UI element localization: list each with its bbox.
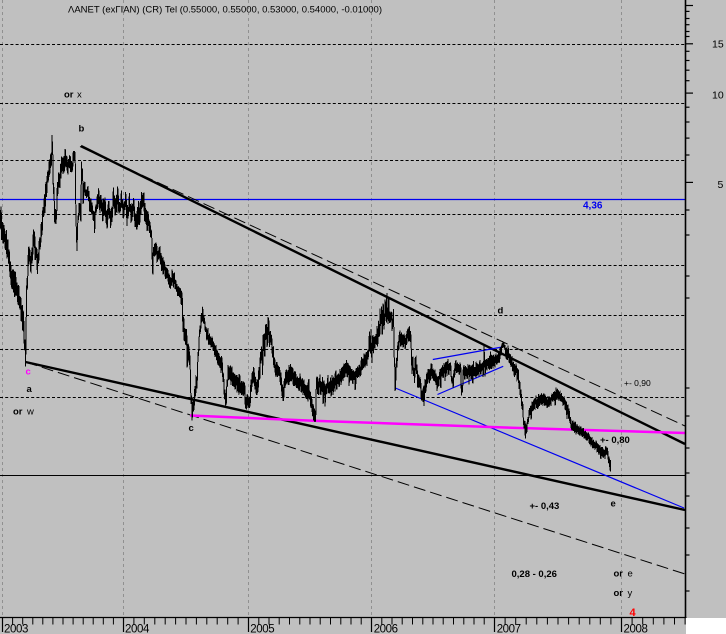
svg-text:2008: 2008 [624, 624, 648, 634]
svg-text:+- 0,90: +- 0,90 [624, 378, 651, 388]
svg-text:4,36: 4,36 [583, 201, 603, 212]
svg-text:e: e [628, 569, 633, 580]
svg-text:4: 4 [630, 607, 637, 619]
svg-text:or: or [64, 89, 74, 100]
svg-text:15: 15 [712, 39, 724, 51]
svg-text:+- 0,43: +- 0,43 [530, 501, 560, 512]
svg-text:2006: 2006 [374, 624, 398, 634]
svg-text:ΛΑΝΕΤ (exΓΙΑΝ) (CR) Tel (0.550: ΛΑΝΕΤ (exΓΙΑΝ) (CR) Tel (0.55000, 0.5500… [68, 5, 382, 16]
svg-text:2005: 2005 [250, 624, 274, 634]
svg-text:a: a [27, 384, 33, 395]
svg-text:or: or [614, 569, 624, 580]
svg-text:5: 5 [718, 179, 724, 191]
svg-text:c: c [26, 367, 31, 378]
svg-text:2004: 2004 [125, 624, 150, 634]
svg-text:y: y [628, 588, 633, 599]
svg-text:2007: 2007 [497, 624, 521, 634]
svg-text:d: d [498, 306, 504, 317]
svg-text:b: b [79, 124, 85, 135]
svg-text:+- 0,80: +- 0,80 [600, 435, 630, 446]
svg-text:x: x [77, 89, 82, 100]
svg-text:2003: 2003 [4, 624, 28, 634]
svg-text:0,28 - 0,26: 0,28 - 0,26 [512, 569, 557, 580]
svg-text:or: or [614, 588, 624, 599]
svg-text:e: e [611, 499, 616, 510]
svg-text:10: 10 [712, 90, 724, 102]
svg-text:w: w [26, 407, 34, 418]
svg-text:c: c [189, 423, 194, 434]
svg-text:or: or [13, 407, 23, 418]
